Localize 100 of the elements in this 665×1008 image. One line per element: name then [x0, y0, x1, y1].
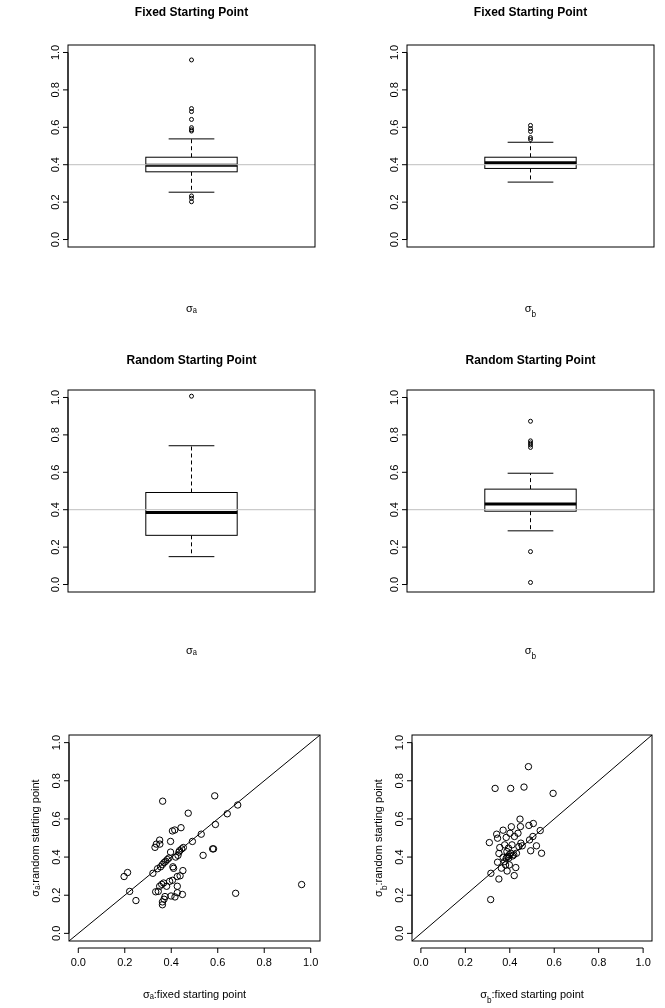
x-axis-title: σ$_{b}$: [524, 302, 537, 319]
point: [487, 869, 495, 877]
y-tick-label: 0.0: [49, 231, 61, 248]
point: [508, 841, 516, 849]
x-tick-label: 0.6: [210, 956, 226, 968]
y-tick-label: 0.4: [388, 502, 400, 518]
y-tick-label: 0.2: [393, 887, 405, 903]
y-tick-label: 0.4: [49, 502, 61, 518]
point: [486, 895, 495, 904]
x-axis-title: σ$_{b}$: [524, 644, 537, 661]
point: [506, 784, 515, 793]
y-tick-label: 1.0: [49, 44, 61, 61]
point: [525, 836, 534, 844]
y-tick-label: 0.6: [49, 464, 61, 480]
point: [501, 861, 510, 869]
y-tick-label: 0.2: [388, 539, 400, 555]
x-tick-label: 0.8: [256, 956, 272, 968]
point: [493, 834, 502, 842]
y-tick-label: 0.0: [388, 576, 400, 593]
y-tick-label: 0.8: [388, 427, 400, 443]
point: [497, 864, 506, 872]
y-tick-label: 0.8: [393, 773, 405, 789]
y-tick-label: 0.4: [393, 849, 405, 865]
y-tick-label: 0.2: [50, 887, 62, 903]
point: [532, 842, 541, 850]
point: [518, 842, 526, 850]
point: [493, 858, 502, 866]
point: [503, 847, 511, 856]
y-tick-label: 0.6: [49, 119, 61, 135]
y-tick-label: 0.0: [393, 925, 405, 942]
point: [495, 849, 503, 858]
y-tick-label: 0.4: [50, 849, 62, 865]
point: [525, 821, 533, 830]
x-tick-label: 0.2: [117, 956, 133, 968]
y-tick-label: 0.2: [49, 194, 61, 210]
y-tick-label: 0.8: [50, 773, 62, 789]
x-tick-label: 0.8: [591, 956, 607, 968]
x-tick-label: 1.0: [635, 956, 651, 968]
x-tick-label: 0.2: [457, 956, 473, 968]
x-tick-label: 1.0: [303, 956, 319, 968]
point: [516, 815, 524, 823]
point: [507, 823, 516, 831]
x-tick-label: 0.0: [413, 956, 429, 968]
point: [500, 857, 509, 866]
y-tick-label: 0.4: [49, 157, 61, 173]
y-tick-label: 0.2: [49, 539, 61, 555]
y-tick-label: 0.6: [50, 811, 62, 827]
y-tick-label: 0.6: [388, 119, 400, 135]
point: [514, 829, 522, 837]
point: [510, 871, 518, 880]
point: [515, 842, 523, 851]
point: [503, 867, 511, 875]
point: [510, 832, 519, 841]
x-axis-title: σₐ: [186, 302, 198, 314]
y-tick-label: 0.0: [388, 231, 400, 248]
y-tick-label: 1.0: [49, 389, 61, 406]
chart-title: Fixed Starting Point: [134, 5, 249, 19]
x-tick-label: 0.4: [163, 956, 179, 968]
chart-title: Random Starting Point: [465, 353, 596, 367]
point: [499, 826, 507, 834]
y-tick-label: 1.0: [393, 734, 405, 751]
point: [537, 849, 546, 857]
point: [549, 789, 557, 798]
y-tick-label: 0.6: [388, 464, 400, 480]
y-tick-label: 1.0: [50, 734, 62, 751]
y-tick-label: 0.4: [388, 157, 400, 173]
point: [495, 875, 503, 883]
point: [504, 844, 513, 852]
x-axis-title: σ$_{b}$:fixed starting point: [480, 988, 584, 1005]
point: [512, 863, 520, 872]
point: [499, 853, 507, 861]
point: [506, 829, 514, 837]
point: [512, 849, 521, 857]
point: [529, 832, 537, 841]
y-tick-label: 0.8: [388, 82, 400, 98]
point: [500, 841, 509, 849]
y-tick-label: 0.8: [49, 427, 61, 443]
y-tick-label: 0.6: [393, 811, 405, 827]
point: [496, 843, 504, 852]
point: [524, 762, 533, 771]
y-tick-label: 1.0: [388, 44, 400, 61]
y-tick-label: 0.0: [49, 576, 61, 593]
point: [492, 830, 501, 838]
y-tick-label: 0.0: [50, 925, 62, 942]
point: [505, 861, 514, 869]
x-axis-title: σₐ: [186, 644, 198, 656]
y-tick-label: 0.8: [49, 82, 61, 98]
chart-title: Fixed Starting Point: [473, 5, 588, 19]
chart-title: Random Starting Point: [126, 353, 257, 367]
point: [536, 826, 544, 835]
point: [517, 839, 525, 847]
x-tick-label: 0.6: [546, 956, 562, 968]
point: [516, 822, 525, 831]
point: [529, 819, 538, 828]
point: [526, 847, 535, 855]
x-tick-label: 0.0: [70, 956, 86, 968]
point: [502, 833, 510, 842]
point: [520, 783, 528, 791]
point: [491, 784, 499, 793]
y-tick-label: 0.2: [388, 194, 400, 210]
